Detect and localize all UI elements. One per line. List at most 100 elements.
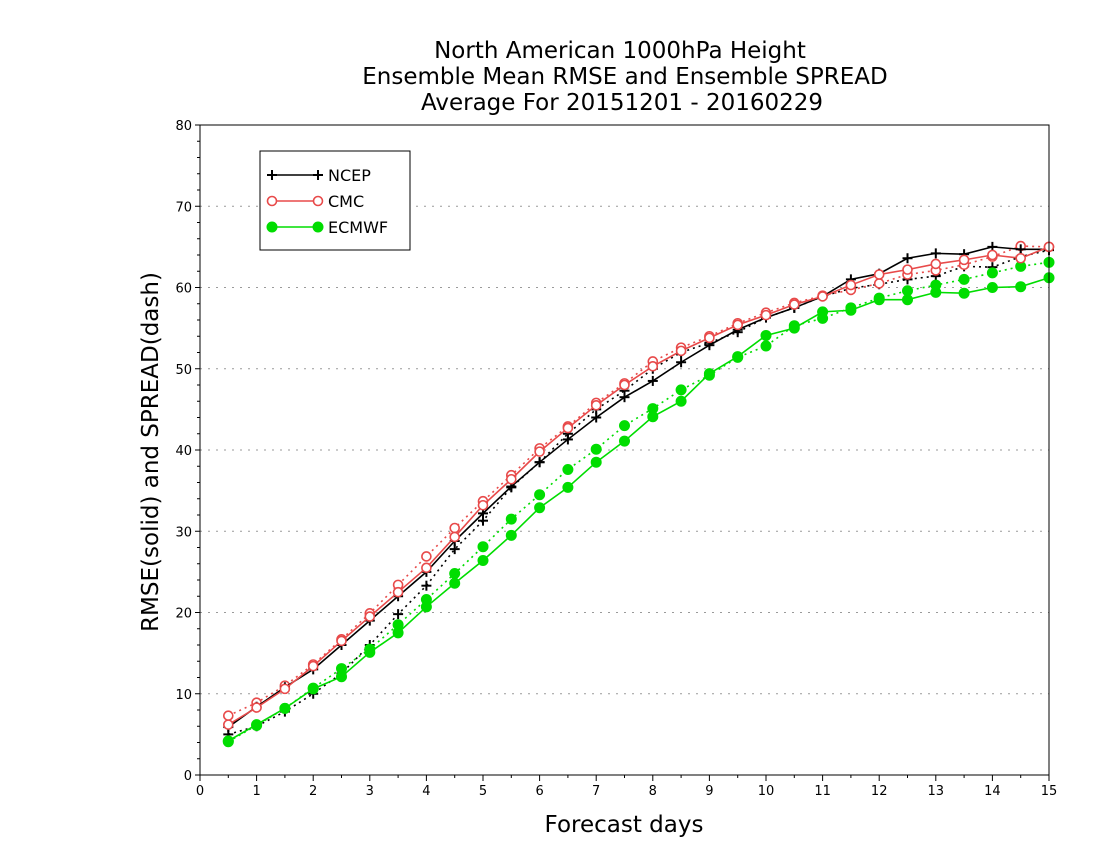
series-ecmwf-rmse-point: [619, 435, 630, 447]
x-tick-label: 9: [705, 784, 713, 799]
x-tick-label: 10: [758, 784, 775, 799]
y-axis-title: RMSE(solid) and SPREAD(dash): [138, 272, 164, 632]
gridlines: [200, 124, 1049, 695]
series-cmc-rmse-point: [251, 702, 262, 713]
series-ecmwf-spread-point: [675, 384, 687, 396]
series-ecmwf-rmse-point: [703, 368, 715, 380]
y-tick-label: 20: [175, 607, 192, 622]
x-tick-label: 13: [928, 784, 945, 799]
series-cmc-rmse-point: [1015, 252, 1027, 264]
series-ecmwf-rmse-point: [562, 481, 574, 493]
x-tick-label: 3: [366, 784, 374, 799]
legend: NCEP CMC ECMWF: [259, 150, 411, 251]
series-ecmwf-rmse-point: [675, 395, 687, 407]
series-ecmwf-rmse-point: [279, 702, 291, 714]
series-ncep-rmse-point: [930, 248, 941, 259]
x-tick-label: 1: [252, 784, 260, 799]
series-cmc-rmse-point: [534, 446, 545, 457]
title-line-3: Average For 20151201 - 20160229: [421, 90, 823, 116]
legend-marker-ecmwf: [312, 221, 324, 233]
series-ecmwf-rmse-point: [732, 351, 744, 363]
series-ecmwf-rmse-point: [845, 304, 857, 316]
series-ecmwf-rmse-point: [788, 322, 800, 334]
series-ecmwf-spread-point: [986, 267, 998, 279]
series-cmc-rmse-point: [279, 683, 291, 695]
series-ecmwf-rmse-line: [227, 276, 1050, 742]
series-ecmwf-spread-line: [227, 261, 1050, 743]
series-ecmwf-rmse-point: [902, 294, 913, 306]
x-tick-label: 7: [592, 784, 600, 799]
series-cmc-rmse-point: [647, 361, 659, 372]
y-tick-label: 50: [175, 363, 192, 378]
series-cmc-rmse-point: [675, 345, 687, 357]
series-ncep-spread-point: [421, 580, 432, 591]
series-cmc-rmse-point: [845, 279, 857, 291]
series-cmc-rmse-point: [930, 258, 942, 270]
series-cmc-rmse-point: [760, 309, 772, 321]
series-cmc-rmse-point: [590, 400, 602, 411]
x-tick-label: 8: [649, 784, 657, 799]
series-ecmwf-rmse-point: [958, 287, 970, 299]
series-ecmwf-spread-point: [958, 273, 970, 285]
y-tick-label: 40: [175, 444, 192, 459]
legend-label-ecmwf: ECMWF: [328, 218, 388, 237]
series-cmc-spread-point: [223, 710, 234, 721]
series-ecmwf-rmse-point: [873, 294, 885, 306]
series-ecmwf-spread-point: [590, 443, 602, 455]
series-ecmwf-rmse-point: [336, 671, 347, 683]
series-ecmwf-rmse-point: [1015, 281, 1027, 293]
series-ncep-rmse-point: [647, 375, 658, 386]
series-ncep-rmse-point: [902, 253, 913, 264]
series-ecmwf-rmse-point: [647, 411, 659, 423]
series-cmc-rmse-point: [562, 422, 574, 434]
legend-label-ncep: NCEP: [328, 166, 371, 185]
series-ecmwf-spread-point: [449, 568, 461, 579]
series-cmc-rmse-point: [421, 562, 432, 574]
series-ecmwf-rmse-point: [222, 735, 234, 747]
series-ecmwf-rmse-point: [505, 529, 517, 541]
y-tick-label: 10: [175, 688, 192, 703]
series-cmc-rmse-point: [505, 473, 517, 485]
series-ecmwf-rmse-point: [760, 329, 772, 341]
title: North American 1000hPa Height Ensemble M…: [362, 38, 887, 116]
series-ecmwf-rmse-point: [534, 502, 546, 514]
series-layer: [222, 240, 1055, 748]
series-ecmwf-rmse-point: [307, 683, 319, 695]
series-cmc-rmse-point: [788, 299, 800, 310]
series-ecmwf-rmse-point: [817, 306, 829, 318]
series-ecmwf-spread-point: [562, 464, 574, 475]
x-tick-label: 15: [1041, 784, 1058, 799]
y-tick-label: 80: [175, 119, 192, 134]
series-ecmwf-rmse-point: [420, 601, 432, 613]
title-line-2: Ensemble Mean RMSE and Ensemble SPREAD: [362, 64, 887, 90]
series-cmc-rmse-point: [619, 379, 630, 391]
series-cmc-rmse-point: [902, 264, 913, 275]
series-ecmwf-spread-point: [619, 420, 630, 432]
x-tick-label: 12: [871, 784, 888, 799]
series-ecmwf-rmse-point: [364, 646, 376, 658]
series-cmc-rmse-point: [336, 635, 347, 647]
series-cmc-rmse-point: [873, 269, 885, 280]
series-ecmwf-spread-point: [760, 340, 772, 352]
series-cmc-rmse-point: [364, 611, 376, 622]
series-cmc-rmse-point: [449, 531, 461, 543]
x-tick-label: 11: [814, 784, 831, 799]
series-cmc-rmse-line: [227, 246, 1050, 726]
series-ecmwf-rmse-point: [449, 577, 461, 589]
series-ncep-rmse-point: [591, 412, 602, 423]
series-ecmwf-spread-point: [505, 513, 517, 525]
series-cmc-spread-line: [227, 245, 1050, 717]
legend-marker-ncep: [313, 170, 323, 180]
x-tick-label: 5: [479, 784, 487, 799]
x-tick-label: 6: [535, 784, 543, 799]
series-cmc-rmse-point: [817, 291, 828, 302]
y-tick-label: 0: [184, 769, 192, 784]
series-cmc-rmse-point: [307, 660, 319, 672]
series-cmc-spread-point: [873, 278, 885, 289]
series-ncep-rmse-point: [562, 434, 573, 445]
series-ecmwf-rmse-point: [477, 555, 489, 566]
series-cmc-rmse-point: [223, 719, 234, 730]
series-cmc-rmse-point: [987, 249, 998, 261]
y-tick-label: 60: [175, 282, 192, 297]
